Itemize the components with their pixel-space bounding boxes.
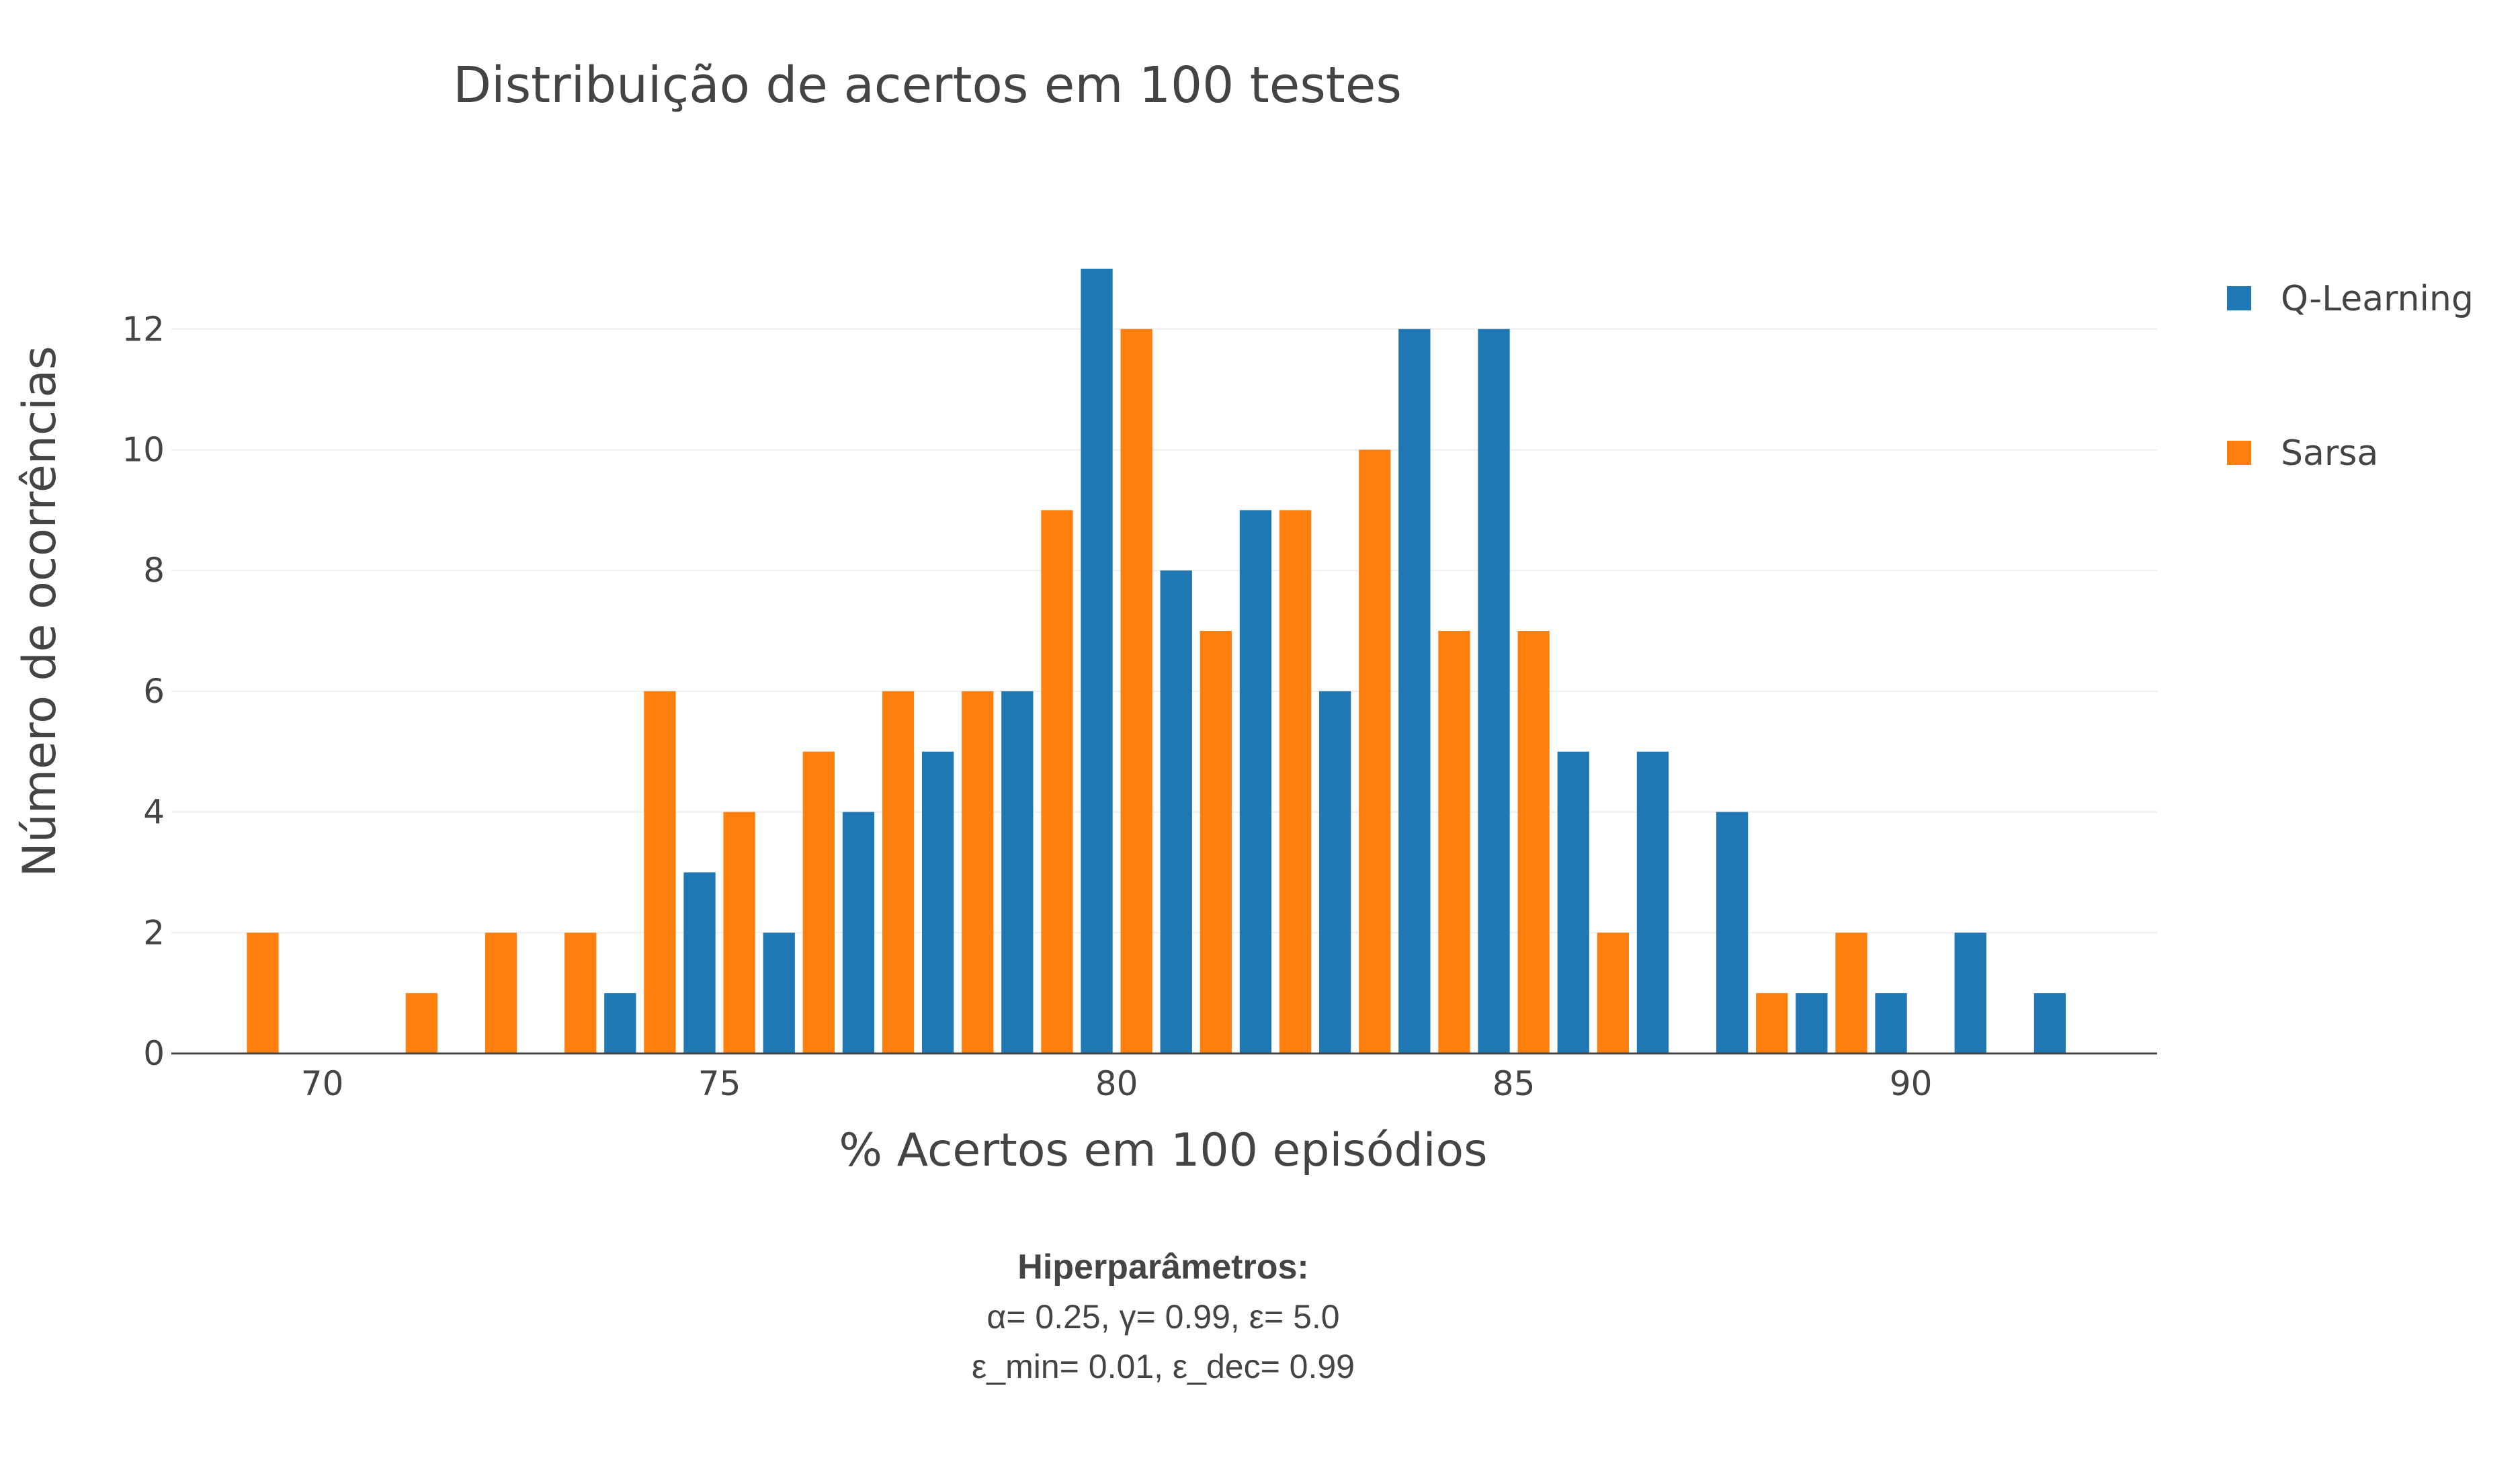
y-tick-label: 2 [143, 913, 165, 952]
x-tick-label: 70 [301, 1064, 344, 1103]
bar-sarsa-82[interactable] [1279, 510, 1312, 1053]
bar-q-learning-83[interactable] [1318, 691, 1351, 1053]
bar-sarsa-84[interactable] [1438, 631, 1470, 1053]
x-tick-label: 75 [698, 1064, 741, 1103]
bar-sarsa-79[interactable] [1041, 510, 1073, 1053]
bar-q-learning-80[interactable] [1081, 268, 1113, 1053]
legend-label-sarsa: Sarsa [2281, 433, 2378, 474]
bar-sarsa-86[interactable] [1597, 933, 1629, 1053]
bar-q-learning-86[interactable] [1557, 751, 1589, 1053]
bar-sarsa-76[interactable] [802, 751, 835, 1053]
y-tick-label: 0 [143, 1034, 165, 1073]
legend[interactable]: Q-Learning Sarsa [2227, 279, 2474, 474]
legend-label-q-learning: Q-Learning [2281, 279, 2474, 319]
hyperparameters-note: Hiperparâmetros: α= 0.25, γ= 0.99, ε= 5.… [972, 1248, 1355, 1385]
chart-title: Distribuição de acertos em 100 testes [453, 56, 1402, 114]
bar-sarsa-77[interactable] [882, 691, 915, 1053]
x-tick-label: 85 [1493, 1064, 1536, 1103]
legend-item-q-learning[interactable]: Q-Learning [2227, 279, 2474, 319]
legend-swatch-sarsa [2227, 441, 2251, 465]
x-tick-label: 80 [1095, 1064, 1138, 1103]
bar-q-learning-74[interactable] [604, 993, 636, 1053]
bar-sarsa-78[interactable] [962, 691, 994, 1053]
bar-q-learning-81[interactable] [1160, 570, 1192, 1053]
y-tick-label: 8 [143, 551, 165, 590]
y-tick-label: 6 [143, 672, 165, 711]
x-axis-ticks: 70 75 80 85 90 [301, 1064, 1933, 1103]
bar-sarsa-73[interactable] [564, 933, 597, 1053]
bar-q-learning-79[interactable] [1001, 691, 1034, 1053]
x-axis-title: % Acertos em 100 episódios [839, 1124, 1487, 1177]
bar-q-learning-87[interactable] [1636, 751, 1669, 1053]
bar-sarsa-69[interactable] [247, 933, 279, 1053]
bar-sarsa-89[interactable] [1835, 933, 1867, 1053]
bar-q-learning-88[interactable] [1716, 812, 1749, 1053]
hyperparameters-line-2: ε_min= 0.01, ε_dec= 0.99 [972, 1348, 1355, 1385]
bar-sarsa-88[interactable] [1756, 993, 1788, 1053]
bar-sarsa-85[interactable] [1517, 631, 1550, 1053]
bar-q-learning-76[interactable] [763, 933, 795, 1053]
y-tick-label: 10 [122, 430, 165, 469]
hyperparameters-line-1: α= 0.25, γ= 0.99, ε= 5.0 [986, 1298, 1339, 1336]
bar-q-learning-85[interactable] [1478, 329, 1510, 1053]
bar-sarsa-74[interactable] [644, 691, 676, 1053]
bar-q-learning-75[interactable] [683, 872, 716, 1053]
bar-q-learning-84[interactable] [1398, 329, 1431, 1053]
bar-q-learning-89[interactable] [1796, 993, 1828, 1053]
legend-swatch-q-learning [2227, 286, 2251, 310]
y-tick-label: 12 [122, 310, 165, 349]
bars-layer [247, 268, 2066, 1053]
bar-q-learning-91[interactable] [1954, 933, 1986, 1053]
bar-sarsa-75[interactable] [723, 812, 755, 1053]
y-axis-title: Número de ocorrências [13, 346, 67, 877]
bar-sarsa-80[interactable] [1120, 329, 1152, 1053]
y-tick-label: 4 [143, 793, 165, 832]
bar-sarsa-71[interactable] [405, 993, 437, 1053]
legend-item-sarsa[interactable]: Sarsa [2227, 433, 2378, 474]
bar-q-learning-78[interactable] [921, 751, 954, 1053]
bar-q-learning-82[interactable] [1239, 510, 1272, 1053]
bar-sarsa-81[interactable] [1200, 631, 1232, 1053]
y-axis-ticks: 0 2 4 6 8 10 12 [122, 310, 165, 1073]
x-tick-label: 90 [1890, 1064, 1933, 1103]
bar-q-learning-92[interactable] [2033, 993, 2066, 1053]
bar-q-learning-90[interactable] [1875, 993, 1907, 1053]
bar-q-learning-77[interactable] [842, 812, 875, 1053]
bar-sarsa-72[interactable] [485, 933, 517, 1053]
hyperparameters-heading: Hiperparâmetros: [1017, 1248, 1308, 1287]
bar-sarsa-83[interactable] [1359, 449, 1391, 1053]
